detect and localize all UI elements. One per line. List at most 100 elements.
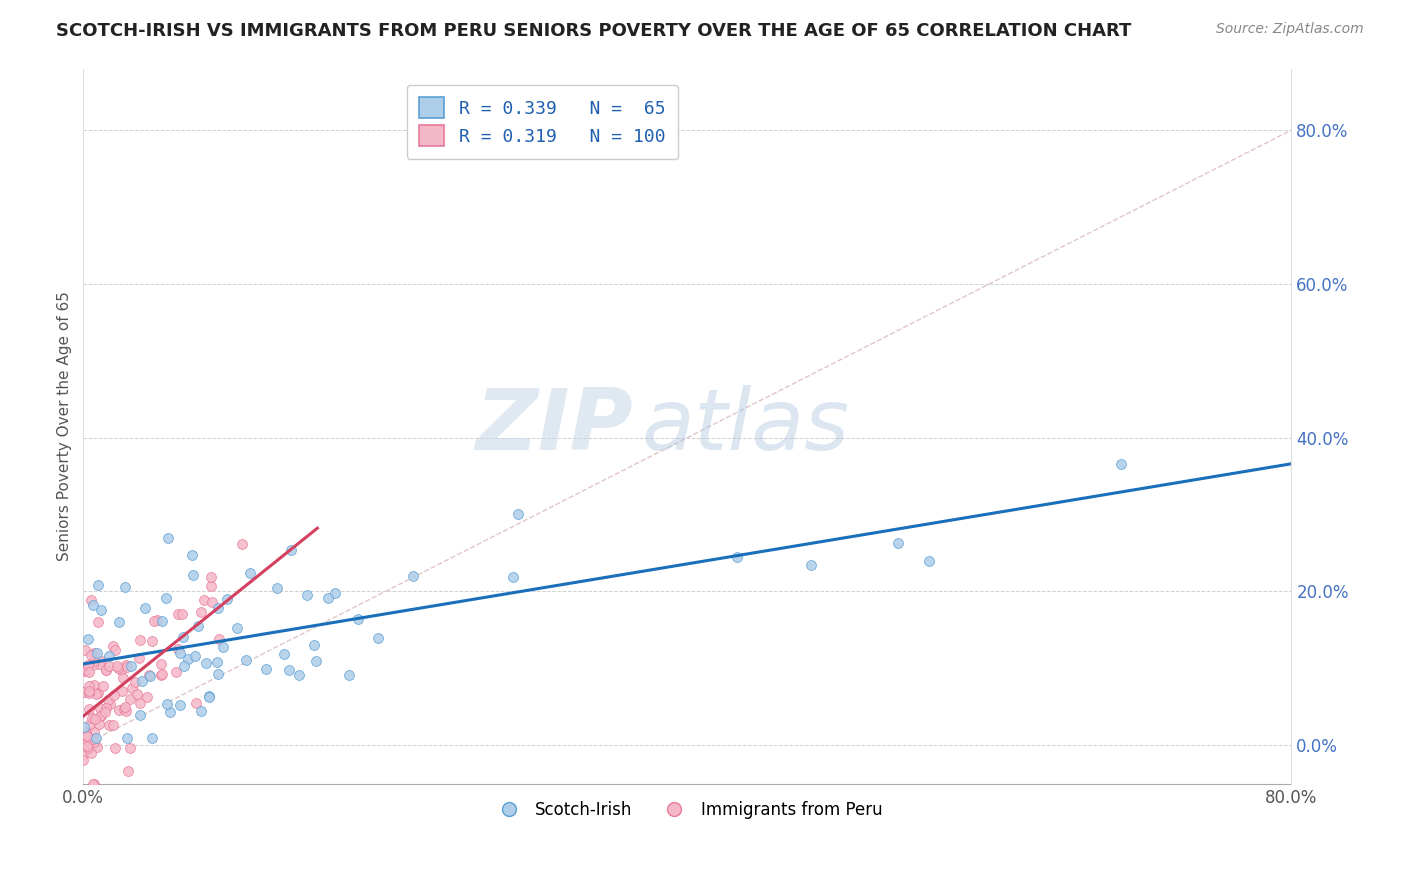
Point [72,747,94,761]
Point [75,737,97,751]
Point [112,701,135,715]
Point [84,731,107,745]
Point [187,619,209,633]
Point [75,731,97,745]
Point [254,662,277,676]
Point [76,741,98,756]
Point [337,667,360,681]
Point [82,777,104,791]
Point [115,660,138,674]
Point [121,681,143,695]
Point [169,646,191,660]
Point [172,630,194,644]
Point [207,656,229,670]
Point [83,724,105,739]
Point [183,648,205,663]
Point [79,717,101,731]
Point [170,607,193,622]
Point [89,708,111,723]
Point [82,657,104,672]
Point [97,717,120,731]
Point [72,719,94,733]
Point [266,581,288,595]
Point [101,717,124,731]
Point [120,659,142,673]
Point [77,686,100,700]
Point [367,632,389,646]
Point [108,615,131,629]
Point [77,683,100,698]
Point [184,696,207,710]
Point [87,717,110,731]
Point [80,746,103,760]
Point [139,669,162,683]
Point [198,689,221,703]
Point [76,730,98,744]
Point [129,707,152,722]
Point [86,739,108,754]
Point [231,537,253,551]
Point [76,739,98,753]
Point [190,605,212,619]
Point [83,777,105,791]
Point [96,663,118,677]
Point [115,704,138,718]
Point [110,664,132,678]
Point [103,688,125,702]
Point [181,568,204,582]
Point [138,668,160,682]
Point [316,591,339,605]
Legend: Scotch-Irish, Immigrants from Peru: Scotch-Irish, Immigrants from Peru [485,794,890,825]
Point [297,588,319,602]
Point [155,591,177,606]
Point [150,667,173,681]
Point [226,621,249,635]
Point [280,543,302,558]
Point [128,650,150,665]
Point [200,570,222,584]
Point [107,658,129,673]
Point [207,600,229,615]
Point [76,632,98,646]
Point [115,658,138,673]
Point [156,698,179,712]
Point [86,647,108,661]
Point [288,668,311,682]
Point [73,665,96,679]
Point [77,665,100,680]
Point [89,701,111,715]
Point [217,591,239,606]
Point [97,693,120,707]
Point [75,729,97,743]
Point [114,580,136,594]
Point [87,615,110,629]
Point [98,658,121,673]
Point [1109,458,1132,472]
Point [134,600,156,615]
Point [111,683,134,698]
Point [84,687,107,701]
Point [506,507,529,521]
Point [91,679,114,693]
Point [150,667,173,681]
Point [181,548,204,562]
Y-axis label: Seniors Poverty Over the Age of 65: Seniors Poverty Over the Age of 65 [58,291,72,561]
Text: Source: ZipAtlas.com: Source: ZipAtlas.com [1216,22,1364,37]
Point [169,698,191,712]
Point [194,656,217,670]
Point [90,603,112,617]
Point [77,679,100,693]
Point [166,607,188,621]
Point [200,579,222,593]
Point [887,536,910,550]
Point [103,639,125,653]
Point [87,686,110,700]
Point [918,554,941,568]
Point [107,703,129,717]
Point [104,740,127,755]
Point [278,663,301,677]
Point [201,595,224,609]
Point [142,614,165,628]
Point [73,642,96,657]
Point [124,674,146,689]
